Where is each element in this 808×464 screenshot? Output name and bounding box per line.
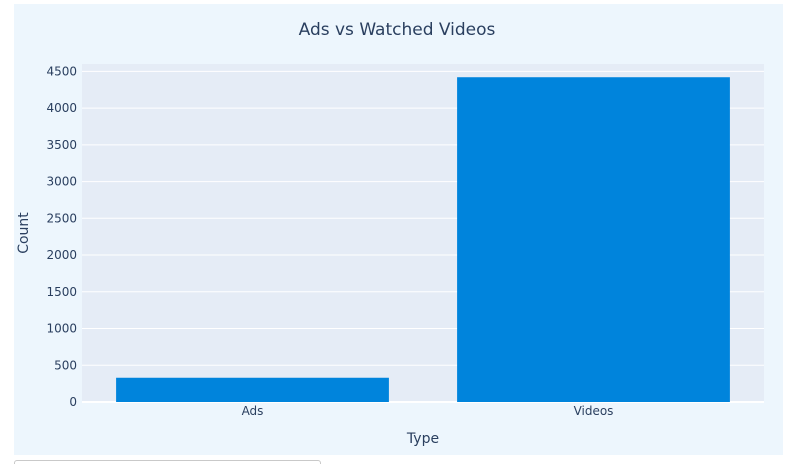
y-tick-label: 1500 bbox=[46, 285, 77, 299]
x-axis-title: Type bbox=[406, 431, 439, 447]
y-axis-ticks: 0 500 1000 1500 2000 2500 3000 3500 4000 4500 bbox=[46, 64, 77, 409]
y-tick-label: 3000 bbox=[46, 175, 77, 189]
y-tick-label: 4000 bbox=[46, 101, 77, 115]
x-tick-label: Videos bbox=[574, 404, 614, 418]
y-tick-label: 4500 bbox=[46, 64, 77, 78]
bars bbox=[116, 77, 730, 403]
y-tick-label: 3500 bbox=[46, 138, 77, 152]
x-axis-ticks: Ads Videos bbox=[242, 404, 614, 418]
scrollbar[interactable] bbox=[14, 460, 321, 464]
y-tick-label: 1000 bbox=[46, 322, 77, 336]
y-tick-label: 0 bbox=[69, 395, 77, 409]
chart-title: Ads vs Watched Videos bbox=[299, 20, 496, 40]
y-tick-label: 2000 bbox=[46, 248, 77, 262]
y-tick-label: 500 bbox=[54, 358, 77, 372]
y-axis-title: Count bbox=[16, 212, 32, 254]
bar-videos[interactable] bbox=[457, 77, 730, 403]
y-tick-label: 2500 bbox=[46, 211, 77, 225]
bar-ads[interactable] bbox=[116, 377, 389, 402]
x-tick-label: Ads bbox=[242, 404, 264, 418]
